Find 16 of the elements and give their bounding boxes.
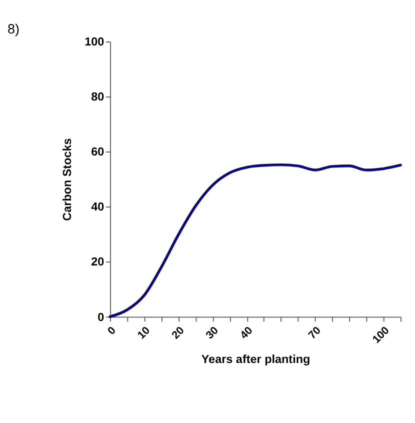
y-tick-label: 40	[91, 200, 105, 214]
chart-title: 8)	[7, 21, 20, 36]
x-tick-label: 40	[238, 324, 256, 342]
y-tick-label: 20	[91, 256, 105, 269]
y-tick-label: 0	[98, 310, 105, 324]
x-tick-label: 30	[204, 324, 221, 342]
y-tick-label: 60	[91, 146, 105, 159]
x-tick-label: 0	[106, 324, 118, 338]
x-tick-label: 100	[370, 324, 392, 346]
y-tick-label: 100	[84, 36, 105, 49]
x-tick-label: 20	[170, 324, 187, 342]
x-tick-label: 70	[306, 324, 324, 342]
y-axis-title: Carbon Stocks	[61, 138, 74, 221]
y-tick-label: 80	[91, 90, 105, 104]
x-axis-title: Years after planting	[201, 353, 310, 366]
x-tick-label: 10	[136, 324, 153, 342]
